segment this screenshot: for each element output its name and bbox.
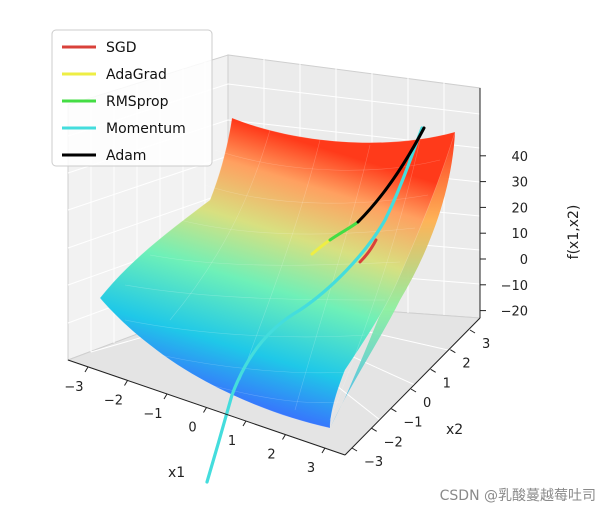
legend-label: Momentum bbox=[106, 121, 186, 137]
x-tick-mark bbox=[242, 420, 247, 427]
y-tick-mark bbox=[410, 388, 417, 393]
x-tick-label: −3 bbox=[64, 380, 83, 395]
y-tick-mark bbox=[450, 349, 456, 354]
surface-main-face bbox=[99, 117, 456, 429]
legend-label: AdaGrad bbox=[106, 67, 167, 83]
optimizer-paths bbox=[205, 126, 426, 484]
x-tick-label: 0 bbox=[188, 421, 196, 436]
z-tick-label: 40 bbox=[511, 150, 528, 165]
watermark: CSDN @乳酸蔓越莓吐司 bbox=[440, 488, 596, 504]
z-axis: −20 −10 0 10 20 30 40 f(x1,x2) bbox=[480, 150, 582, 320]
surface-mesh bbox=[124, 129, 441, 421]
y-tick-label: 1 bbox=[443, 376, 451, 391]
x-tick-mark bbox=[282, 434, 286, 440]
series-line-sgd bbox=[358, 238, 378, 264]
x-tick-mark bbox=[203, 407, 207, 413]
y-tick-mark bbox=[371, 427, 377, 432]
y-tick-mark bbox=[469, 329, 476, 334]
legend-label: RMSprop bbox=[106, 94, 169, 110]
x-axis: −3 −2 −1 0 1 2 3 x1 bbox=[64, 366, 326, 481]
series-line-adam bbox=[356, 126, 426, 224]
z-tick-label: −20 bbox=[501, 305, 528, 320]
x-tick-mark bbox=[84, 366, 89, 373]
legend: SGD AdaGrad RMSprop Momentum Adam bbox=[51, 29, 213, 167]
x-tick-label: 1 bbox=[228, 434, 236, 449]
z-tick-label: 0 bbox=[520, 253, 528, 268]
y-tick-label: 0 bbox=[423, 396, 431, 411]
y-tick-mark bbox=[430, 368, 436, 373]
y-tick-mark bbox=[391, 408, 397, 413]
series-line-rmsprop bbox=[328, 220, 360, 242]
series-line-adagrad bbox=[310, 238, 332, 256]
y-tick-label: −3 bbox=[364, 455, 383, 470]
x-tick-label: −2 bbox=[104, 394, 123, 409]
z-tick-label: −10 bbox=[501, 279, 528, 294]
legend-box bbox=[51, 29, 213, 167]
z-tick-label: 30 bbox=[511, 176, 528, 191]
y-tick-mark bbox=[351, 447, 358, 452]
x-tick-label: −1 bbox=[143, 407, 162, 422]
z-tick-label: 10 bbox=[511, 227, 528, 242]
x-tick-label: 2 bbox=[267, 448, 275, 463]
y-tick-label: 2 bbox=[462, 357, 470, 372]
x-tick-mark bbox=[321, 447, 326, 454]
y-tick-label: −2 bbox=[384, 435, 403, 450]
x-tick-mark bbox=[163, 393, 168, 400]
x-tick-label: 3 bbox=[307, 461, 315, 476]
legend-label: SGD bbox=[106, 40, 137, 56]
legend-label: Adam bbox=[106, 148, 146, 164]
y-tick-label: −1 bbox=[403, 416, 422, 431]
x-tick-mark bbox=[124, 380, 128, 386]
y-axis-label: x2 bbox=[446, 422, 463, 438]
z-tick-label: 20 bbox=[511, 201, 528, 216]
z-axis-label: f(x1,x2) bbox=[566, 205, 582, 260]
y-tick-label: 3 bbox=[482, 337, 490, 352]
surface bbox=[99, 117, 456, 429]
series-line-momentum bbox=[205, 126, 424, 484]
x-axis-label: x1 bbox=[168, 465, 185, 481]
